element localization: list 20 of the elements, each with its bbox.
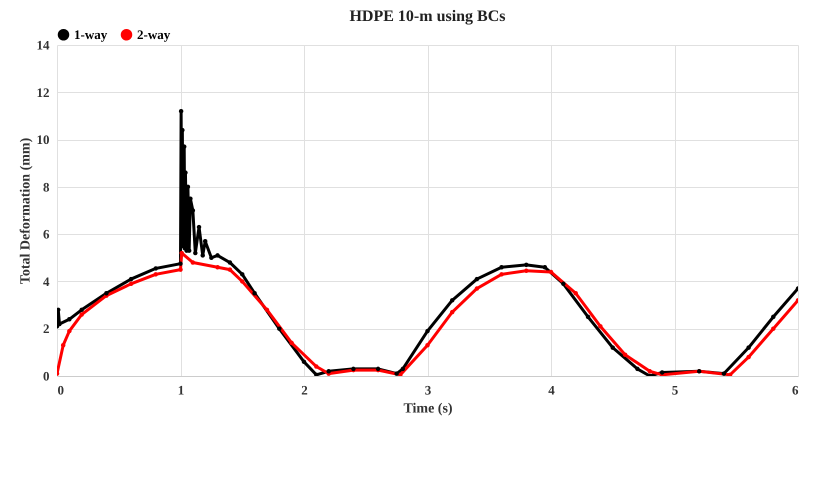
x-tick-label: 5 [672,382,679,398]
legend-label: 2-way [137,26,171,42]
legend-label: 1-way [74,26,108,42]
x-tick-label: 2 [301,382,308,398]
chart-title: HDPE 10-m using BCs [349,8,506,25]
y-tick-label: 14 [36,38,50,52]
y-tick-label: 6 [43,226,50,242]
y-tick-label: 12 [36,84,50,100]
x-tick-label: 0 [58,382,64,398]
x-axis-title: Time (s) [403,402,453,416]
x-tick-label: 4 [548,382,556,398]
y-tick-label: 4 [43,274,50,289]
y-tick-label: 8 [43,179,50,194]
x-tick-label: 3 [424,382,432,398]
x-tick-label: 6 [792,382,799,398]
y-axis-title: Total Deformation (mm) [18,137,34,284]
y-tick-label: 2 [43,321,50,336]
y-tick-label: 0 [43,368,50,384]
x-tick-label: 1 [178,382,184,398]
y-tick-label: 10 [36,132,50,148]
